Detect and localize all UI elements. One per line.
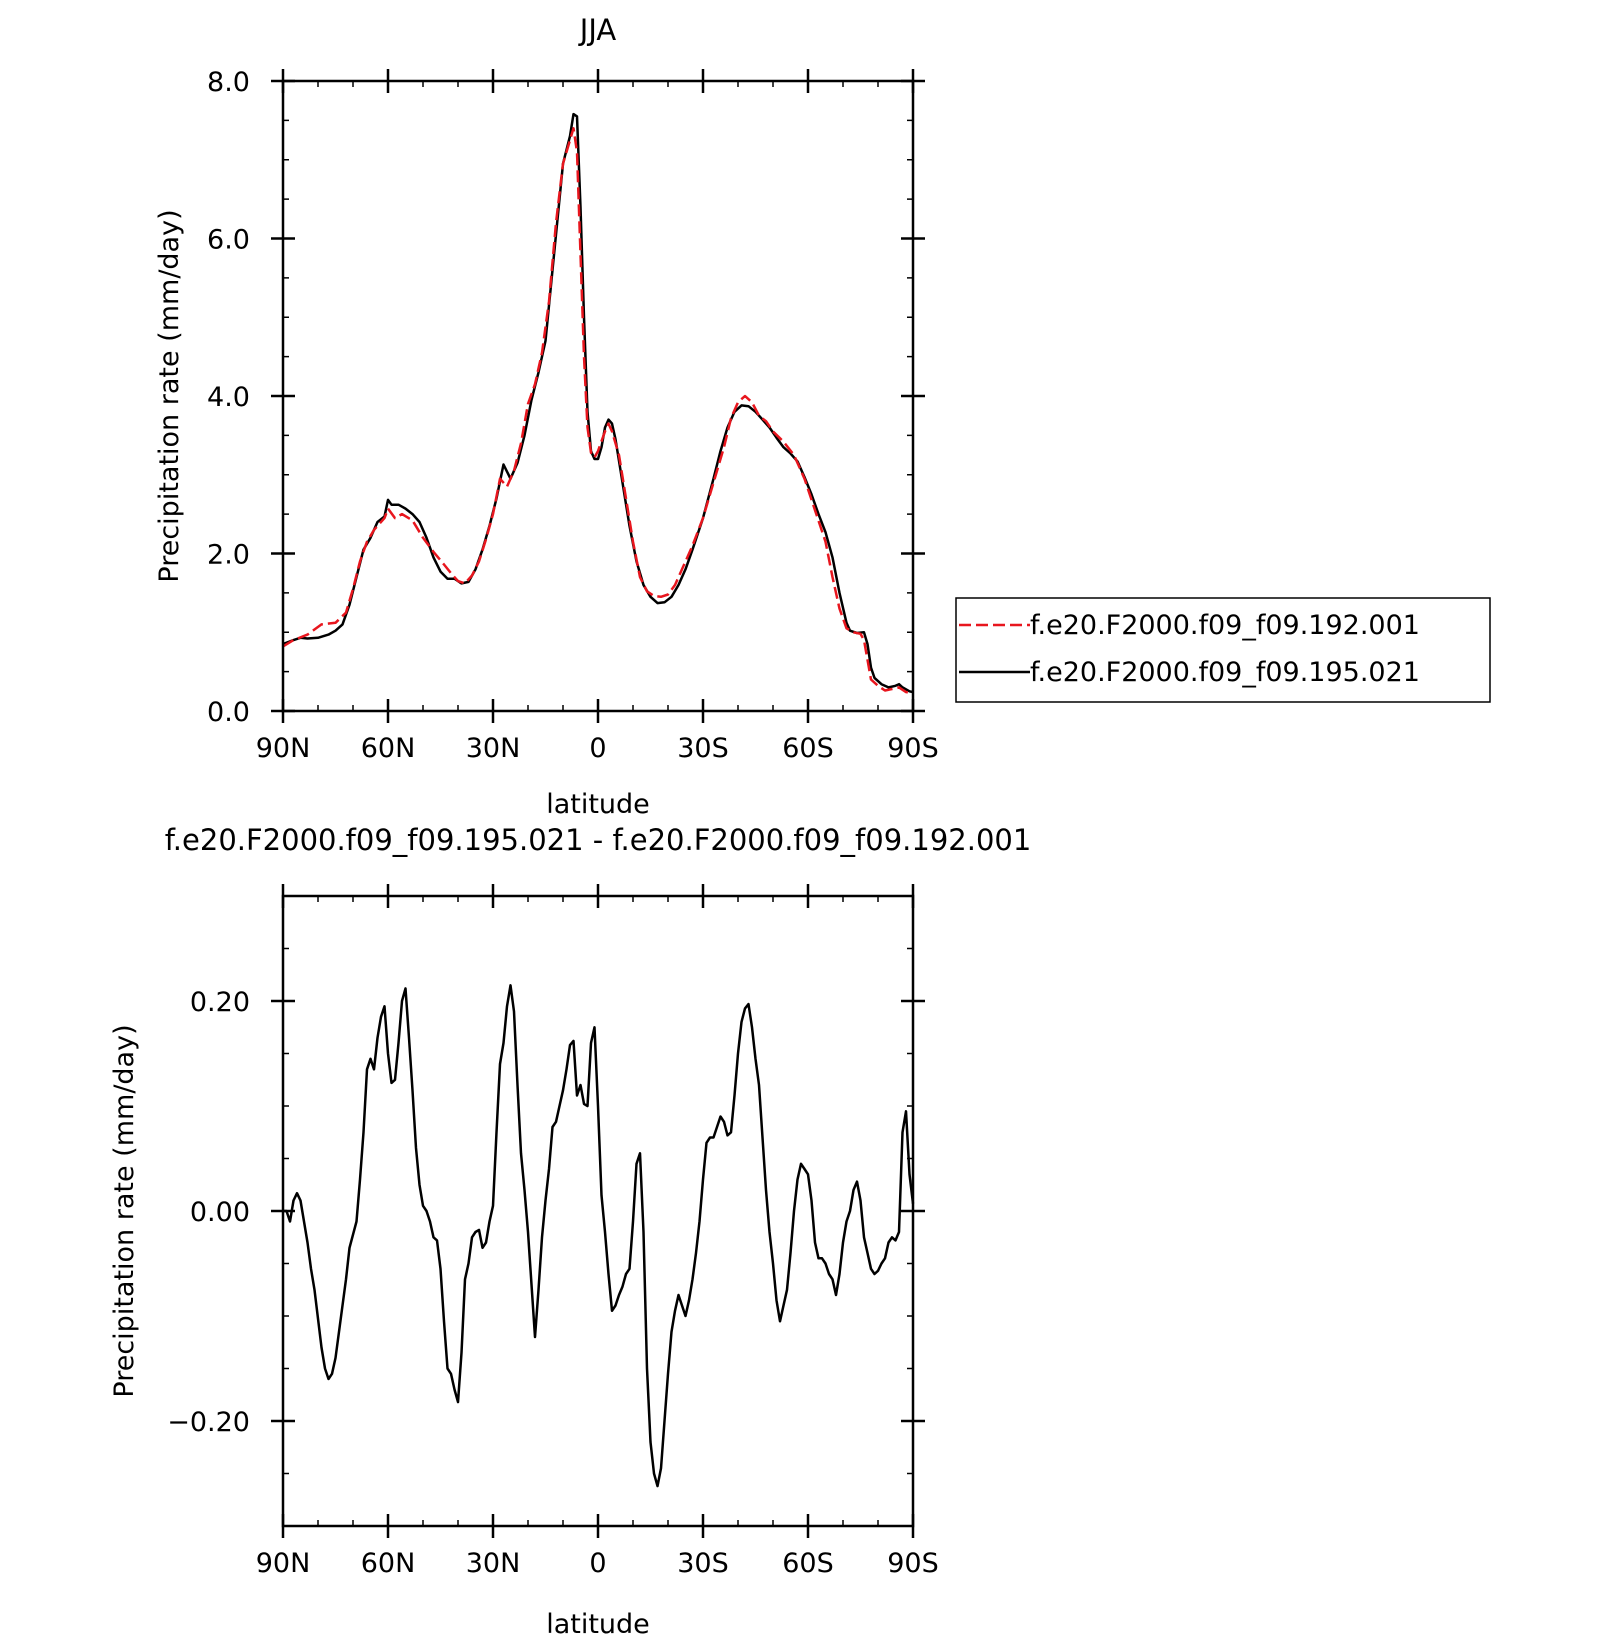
series-lines [282, 112, 914, 695]
series-line-192-001 [282, 127, 914, 695]
x-tick-label: 60S [782, 733, 834, 764]
plot-frame [281, 79, 915, 713]
y-tick-labels: 0.20 0.00 −0.20 [167, 987, 250, 1438]
x-axis-label: latitude [546, 1609, 650, 1640]
x-tick-label: 60N [361, 733, 416, 764]
y-axis-label: Precipitation rate (mm/day) [109, 1024, 140, 1397]
plot-frame [281, 894, 915, 1528]
x-tick-label: 0 [589, 733, 606, 764]
difference-line [283, 984, 915, 1488]
series-line-195-021 [282, 112, 914, 694]
precip-panel: JJA 0.02.04.06.08.0 90N 60N 30N 0 30S 60S 90S … [154, 13, 1491, 820]
x-tick-label: 60S [782, 1548, 834, 1579]
difference-title: f.e20.F2000.f09_f09.195.021 - f.e20.F200… [165, 823, 1032, 857]
x-tick-label: 30S [677, 1548, 729, 1579]
difference-panel: f.e20.F2000.f09_f09.195.021 - f.e20.F200… [109, 823, 1031, 1640]
y-tick-label: 0.20 [190, 987, 250, 1018]
legend-label-1: f.e20.F2000.f09_f09.192.001 [1030, 610, 1420, 641]
x-tick-label: 30S [677, 733, 729, 764]
chart-title: JJA [578, 13, 617, 47]
y-tick-label: 8.0 [207, 67, 250, 98]
y-tick-label: 6.0 [207, 225, 250, 256]
y-tick-label: 4.0 [207, 382, 250, 413]
x-tick-label: 60N [361, 1548, 416, 1579]
series-lines [283, 984, 915, 1488]
x-tick-label: 30N [466, 733, 521, 764]
tick-marks [271, 69, 925, 723]
legend-label-2: f.e20.F2000.f09_f09.195.021 [1030, 657, 1420, 688]
y-tick-labels: 0.0 2.0 4.0 6.0 8.0 [207, 67, 250, 728]
x-tick-label: 90S [887, 1548, 939, 1579]
x-tick-label: 90N [256, 733, 311, 764]
x-tick-label: 0 [589, 1548, 606, 1579]
legend-box [955, 597, 1491, 703]
y-tick-label: 2.0 [207, 540, 250, 571]
x-tick-label: 30N [466, 1548, 521, 1579]
x-tick-label: 90S [887, 733, 939, 764]
y-tick-label: −0.20 [167, 1407, 250, 1438]
legend: f.e20.F2000.f09_f09.192.001 f.e20.F2000.… [955, 597, 1491, 703]
y-tick-label: 0.0 [207, 697, 250, 728]
y-tick-label: 0.00 [190, 1197, 250, 1228]
y-axis-label: Precipitation rate (mm/day) [154, 209, 185, 582]
tick-marks [271, 884, 925, 1538]
x-tick-labels: 90N 60N 30N 0 30S 60S 90S [256, 1548, 939, 1579]
x-tick-labels: 90N 60N 30N 0 30S 60S 90S [256, 733, 939, 764]
x-tick-label: 90N [256, 1548, 311, 1579]
x-axis-label: latitude [546, 789, 650, 820]
